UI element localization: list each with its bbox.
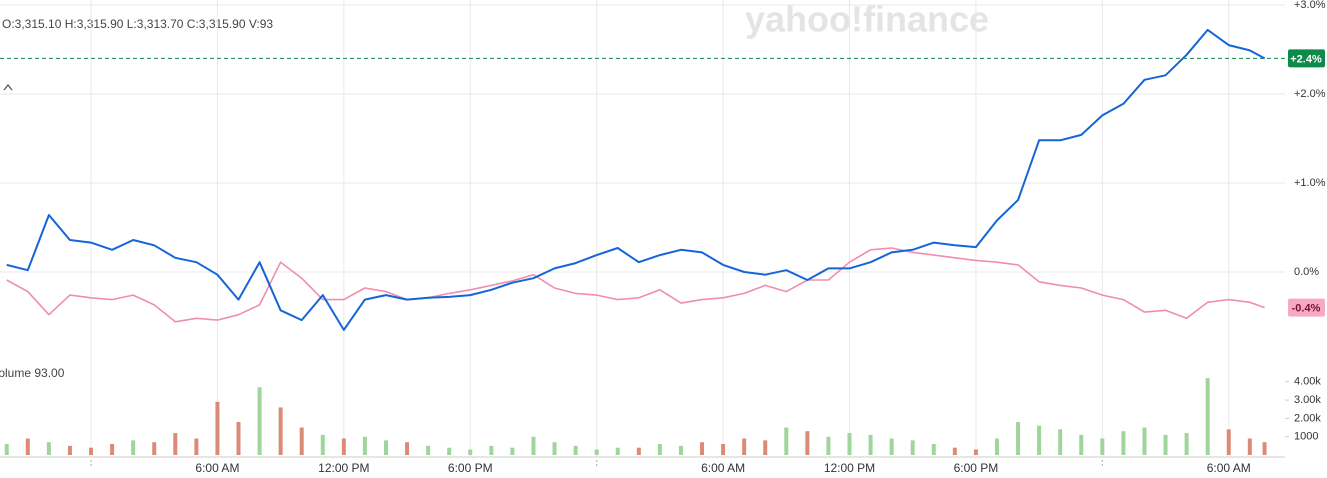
y-tick-label: 0.0% (1294, 266, 1319, 278)
volume-bar (426, 445, 431, 455)
volume-bar (636, 447, 641, 455)
volume-bar (889, 438, 894, 455)
volume-bar (594, 449, 599, 455)
volume-bar (847, 433, 852, 455)
volume-bar (1058, 429, 1063, 455)
y-tick-label: 1000 (1294, 431, 1318, 443)
volume-bar (1184, 433, 1189, 455)
volume-bar (1037, 425, 1042, 455)
volume-bar (868, 434, 873, 455)
volume-bar (468, 449, 473, 455)
volume-bar (994, 438, 999, 455)
y-tick-label: 4.00k (1294, 376, 1321, 388)
collapse-caret[interactable] (3, 83, 13, 91)
volume-bar (489, 445, 494, 455)
series-line (6, 28, 1266, 331)
volume-bar (1247, 438, 1252, 455)
volume-bar (657, 444, 662, 455)
volume-bar (721, 444, 726, 455)
volume-bar (1100, 438, 1105, 455)
volume-bar (447, 447, 452, 455)
volume-bar (152, 442, 157, 455)
volume-bar (1079, 434, 1084, 455)
volume-bar (763, 440, 768, 455)
volume-bar (173, 433, 178, 455)
y-tick-label: +2.0% (1294, 88, 1326, 100)
volume-bar (299, 427, 304, 455)
volume-bar (573, 445, 578, 455)
volume-bar (510, 447, 515, 455)
volume-bar (383, 440, 388, 455)
volume-bar (552, 442, 557, 455)
volume-bar (362, 436, 367, 455)
volume-bar (700, 442, 705, 455)
y-tick-label: +3.0% (1294, 0, 1326, 11)
volume-bar (931, 444, 936, 455)
volume-bar (805, 431, 810, 455)
last-badge (1288, 49, 1325, 68)
y-tick-label: 3.00k (1294, 394, 1321, 406)
quote-line: O:3,315.10 H:3,315.90 L:3,313.70 C:3,315… (2, 17, 273, 31)
y-tick-label: 2.00k (1294, 412, 1321, 424)
volume-bar (1205, 378, 1210, 455)
volume-bar (194, 438, 199, 455)
volume-bar (784, 427, 789, 455)
volume-bar (678, 445, 683, 455)
x-tick-label: 6:00 PM (954, 461, 999, 475)
volume-bar (320, 434, 325, 455)
last-label: +2.4% (1290, 53, 1322, 65)
grid (0, 0, 1285, 457)
x-tick-label: 6:00 PM (448, 461, 493, 475)
volume-bar (89, 447, 94, 455)
volume-bar (531, 436, 536, 455)
volume-bar (910, 440, 915, 455)
volume-bar (1142, 427, 1147, 455)
volume-bar (110, 444, 115, 455)
volume-bar (1163, 434, 1168, 455)
volume-bar (131, 440, 136, 455)
x-tick-label: 6:00 AM (1207, 461, 1251, 475)
x-tick-label: 12:00 PM (318, 461, 369, 475)
volume-bar (405, 442, 410, 455)
last-label: -0.4% (1292, 303, 1321, 315)
volume-bar (215, 401, 220, 455)
volume-bar (46, 442, 51, 455)
volume-bar (1016, 422, 1021, 455)
volume-bar (952, 447, 957, 455)
volume-bar (257, 387, 262, 455)
last-badge (1288, 298, 1325, 317)
volume-bar (973, 449, 978, 455)
y-tick-label: +1.0% (1294, 177, 1326, 189)
x-tick-label: 12:00 PM (824, 461, 875, 475)
volume-bar (236, 422, 241, 455)
volume-bar (278, 407, 283, 455)
volume-bar (826, 436, 831, 455)
volume-bar (67, 445, 72, 455)
series-line (6, 247, 1265, 323)
volume-bar (25, 438, 30, 455)
watermark: yahoo!finance (745, 0, 989, 40)
volume-bar (1262, 442, 1267, 455)
volume-label: Volume 93.00 (0, 366, 65, 380)
x-tick-label: 6:00 AM (195, 461, 239, 475)
volume-bar (1121, 431, 1126, 455)
volume-bar (341, 438, 346, 455)
volume-bar (742, 438, 747, 455)
volume-bar (615, 447, 620, 455)
volume-bar (1226, 429, 1231, 455)
x-tick-label: 6:00 AM (701, 461, 745, 475)
volume-bar (4, 444, 9, 455)
